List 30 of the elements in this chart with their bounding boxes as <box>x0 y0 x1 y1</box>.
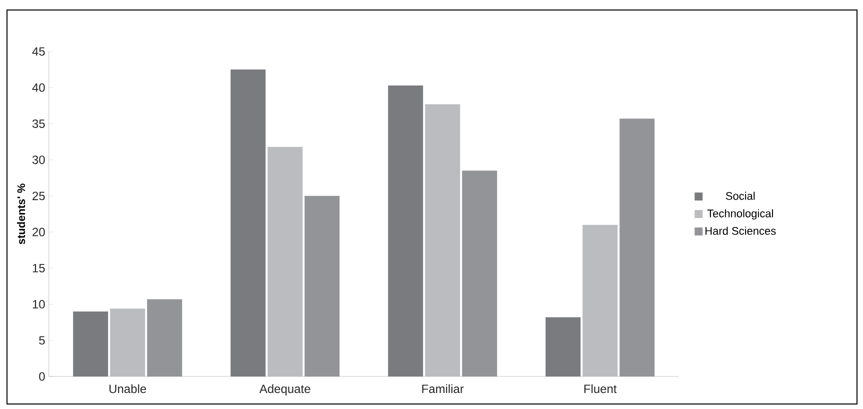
legend-label: Hard Sciences <box>706 226 776 235</box>
y-tick-label: 40 <box>32 83 45 92</box>
bar <box>73 311 108 376</box>
x-tick-label: Adequate <box>259 384 310 396</box>
bar <box>582 224 618 376</box>
bar <box>462 170 498 376</box>
bar <box>268 146 303 376</box>
y-tick-label: 45 <box>32 47 45 56</box>
y-tick-label: 10 <box>32 300 45 309</box>
bar <box>230 70 266 376</box>
bar <box>388 85 424 376</box>
y-tick-label: 25 <box>32 192 45 200</box>
bar <box>620 118 655 376</box>
bar <box>546 317 581 376</box>
y-tick-label: 35 <box>32 119 45 128</box>
y-tick-label: 0 <box>39 372 45 381</box>
y-tick-label: 30 <box>32 156 45 164</box>
bar <box>110 308 146 376</box>
y-tick-label: 5 <box>39 336 45 345</box>
x-tick-label: Familiar <box>422 384 464 394</box>
bar <box>304 196 340 376</box>
y-axis-title: students' % <box>17 184 26 244</box>
bar <box>425 104 460 376</box>
bar <box>147 299 182 376</box>
y-tick-label: 20 <box>32 228 45 236</box>
legend-label: Technological <box>707 209 773 220</box>
legend-label: Social <box>726 192 755 200</box>
y-tick-label: 15 <box>32 264 45 272</box>
x-tick-label: Unable <box>109 384 146 394</box>
x-tick-label: Fluent <box>584 384 617 394</box>
